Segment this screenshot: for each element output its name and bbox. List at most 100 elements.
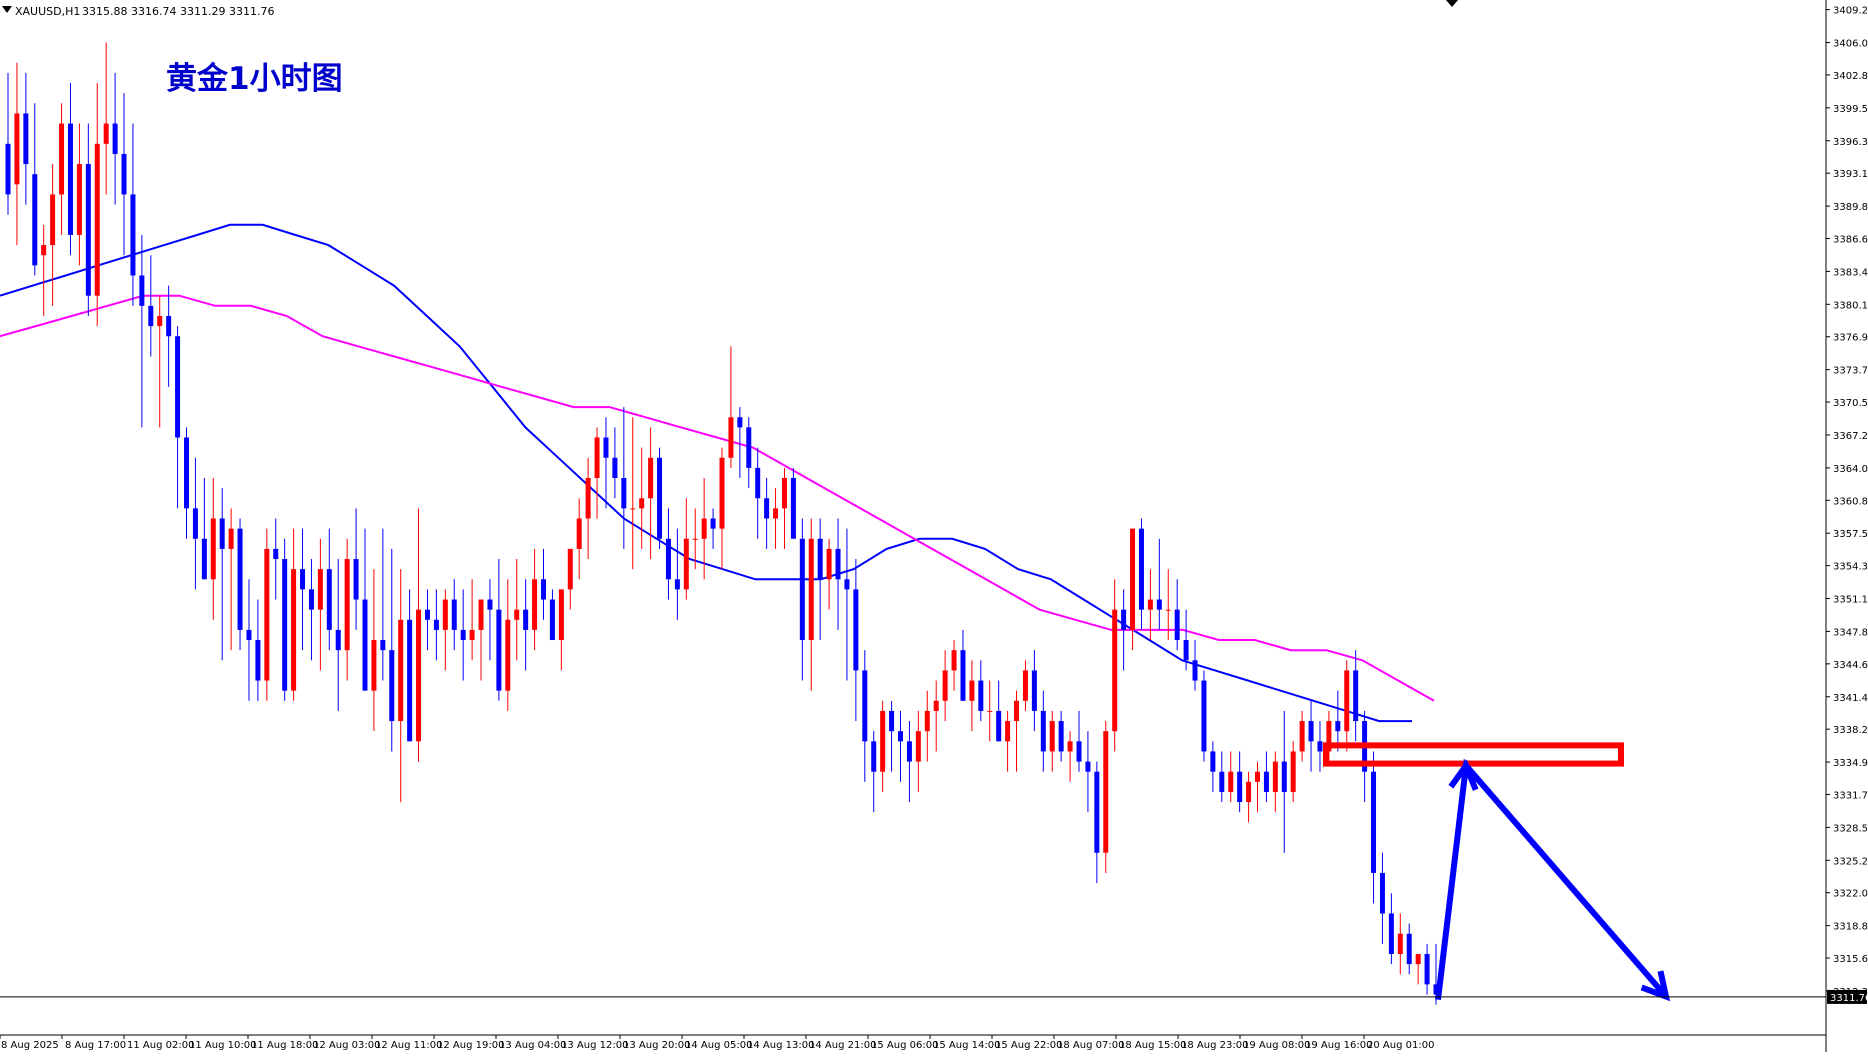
candle — [41, 224, 47, 316]
candle-body — [978, 680, 984, 711]
candle-body — [1237, 771, 1243, 803]
candle — [951, 640, 957, 691]
candle — [237, 518, 243, 651]
candle-body — [594, 437, 600, 479]
candle — [621, 407, 627, 549]
candle — [353, 508, 359, 630]
candle-body — [933, 700, 939, 711]
candle-body — [157, 315, 163, 327]
candle-body — [380, 640, 386, 651]
candle — [969, 660, 975, 732]
candle — [817, 518, 823, 641]
candle — [826, 538, 832, 610]
candle — [407, 589, 413, 742]
candle-body — [603, 437, 609, 458]
candle-body — [1183, 640, 1189, 661]
fast-moving-average-line — [0, 223, 1412, 723]
candle-body — [755, 467, 761, 499]
candle-body — [541, 579, 546, 600]
price-tick-label: 3344.65 — [1833, 660, 1868, 671]
candle-body — [737, 417, 743, 428]
time-tick-label: 20 Aug 01:00 — [1367, 1040, 1434, 1051]
candle — [906, 721, 912, 803]
candle-body — [987, 710, 993, 712]
candle-body — [621, 478, 627, 509]
candle — [799, 518, 805, 681]
price-tick-label: 3315.60 — [1833, 954, 1868, 965]
candle — [585, 457, 591, 560]
current-price-label: 3311.76 — [1827, 989, 1868, 1004]
price-tick-label: 3380.15 — [1833, 300, 1868, 311]
candle-body — [237, 528, 243, 630]
candle — [255, 599, 261, 701]
candle-body — [335, 629, 341, 651]
candle-body — [228, 528, 234, 549]
candle-body — [1138, 528, 1144, 610]
candle-body — [317, 569, 323, 610]
candle-body — [166, 315, 172, 337]
candle-body — [1040, 710, 1046, 752]
candle — [1138, 518, 1144, 630]
candle-body — [1219, 771, 1225, 792]
candle — [1112, 579, 1118, 752]
time-tick-label: 13 Aug 04:00 — [499, 1040, 566, 1051]
candle — [603, 417, 609, 509]
candle-body — [300, 569, 306, 590]
candle-body — [184, 437, 189, 509]
candle — [710, 508, 716, 549]
candle-body — [308, 589, 314, 610]
price-tick-label: 3393.10 — [1833, 169, 1868, 180]
candle — [505, 579, 511, 711]
up-arrow-head-icon — [1448, 759, 1479, 791]
candle-body — [657, 457, 663, 539]
candle-body — [924, 710, 930, 732]
price-tick-label: 3325.25 — [1833, 856, 1868, 867]
candle — [317, 538, 323, 671]
candle — [1317, 721, 1323, 772]
candle-body — [433, 619, 439, 630]
candle-body — [835, 548, 841, 580]
candle-body — [469, 629, 475, 641]
candle — [1130, 528, 1136, 651]
candle — [300, 528, 306, 651]
price-tick-label: 3402.80 — [1833, 71, 1868, 82]
candle-body — [505, 619, 511, 691]
slow-moving-average-line — [0, 294, 1435, 702]
candle-body — [1058, 721, 1064, 752]
candle — [844, 528, 850, 681]
candle — [433, 589, 439, 661]
candle-body — [889, 710, 895, 732]
candle-body — [1085, 761, 1091, 772]
candle-body — [799, 538, 805, 641]
time-tick-label: 18 Aug 23:00 — [1181, 1040, 1248, 1051]
candle — [898, 710, 903, 782]
time-tick-label: 11 Aug 18:00 — [251, 1040, 318, 1051]
candle-body — [1121, 609, 1127, 630]
candle — [996, 680, 1002, 742]
candle — [273, 518, 279, 600]
candle — [871, 731, 877, 813]
candle — [14, 62, 20, 246]
price-tick-label: 3334.95 — [1833, 758, 1868, 769]
candle-body — [996, 710, 1002, 742]
price-tick-label: 3383.40 — [1833, 267, 1868, 278]
candle-body — [1201, 680, 1207, 752]
candle — [380, 528, 386, 681]
candle — [933, 680, 939, 752]
candle — [755, 447, 761, 539]
candle-body — [14, 113, 20, 185]
candle — [1255, 761, 1260, 813]
candle — [460, 589, 466, 681]
candle — [639, 447, 645, 549]
candle — [674, 528, 680, 620]
candle — [59, 103, 65, 235]
candle-body — [630, 508, 636, 510]
candle-body — [1281, 761, 1287, 792]
candle — [424, 589, 430, 651]
candle-body — [1255, 771, 1260, 782]
candle-body — [1371, 771, 1377, 873]
candle-body — [1317, 741, 1323, 752]
